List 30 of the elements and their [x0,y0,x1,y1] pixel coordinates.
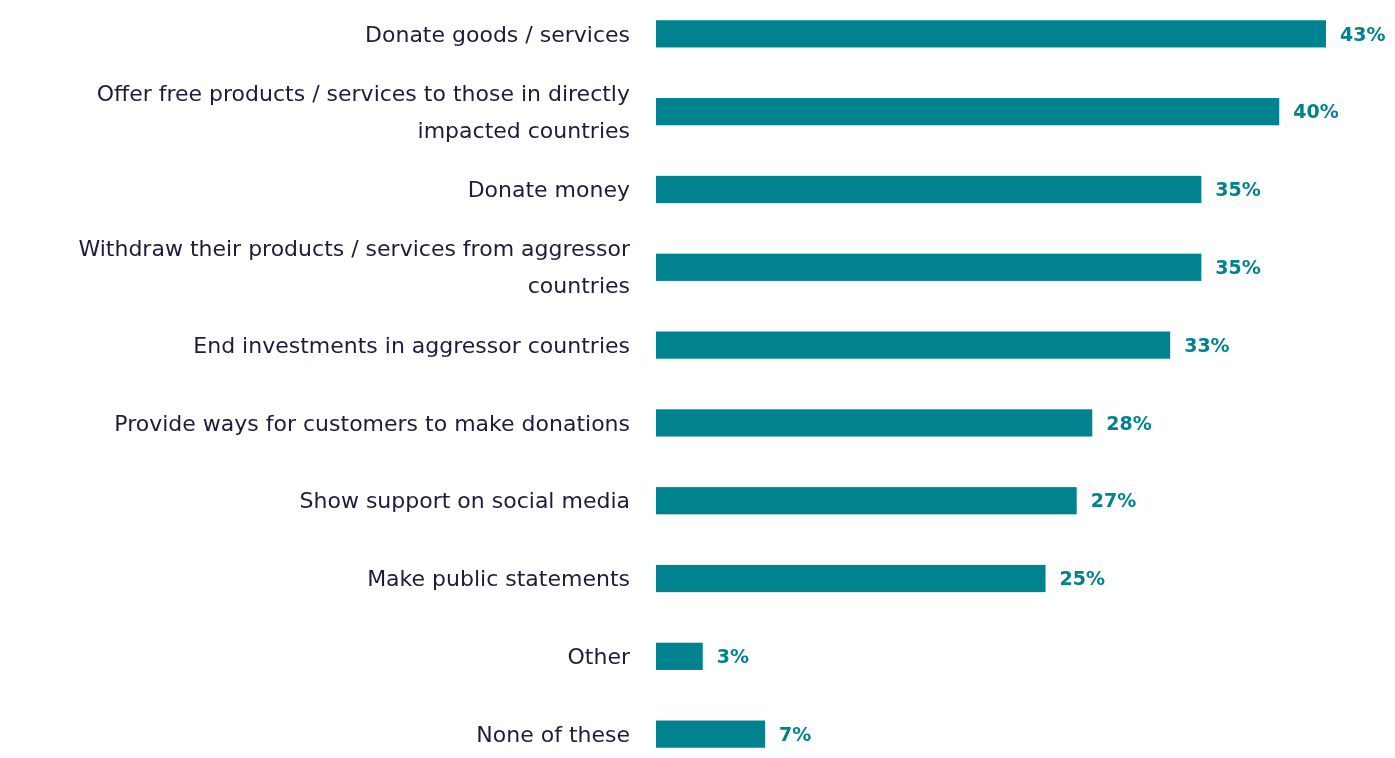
data-label: 43% [1340,22,1386,45]
y-tick-label: Other [567,644,631,670]
data-label: 7% [779,722,812,745]
bar [656,175,1202,204]
bar [656,642,703,670]
data-label: 27% [1090,489,1137,512]
bar [656,487,1077,515]
bar [656,331,1171,359]
bar [656,409,1093,437]
y-tick-label: Make public statements [367,566,630,592]
y-tick-label: Donate money [467,177,630,203]
data-label: 33% [1184,333,1230,356]
bar [656,564,1046,593]
bar [656,720,766,748]
y-tick-label: Provide ways for customers to make donations [114,410,630,436]
data-label: 3% [716,644,750,667]
data-label: 28% [1106,411,1152,434]
y-tick-label: Offer free products / services to those in directly impacted countries [96,80,630,143]
y-tick-label: Withdraw their products / services from aggressor countries [78,236,631,299]
bar [656,20,1326,48]
data-label: 35% [1215,178,1261,201]
y-tick-label: Donate goods / services [365,21,630,47]
bar [656,98,1280,126]
data-label: 25% [1059,567,1106,590]
data-label: 40% [1293,100,1339,123]
data-label: 35% [1215,255,1261,278]
y-tick-label: Show support on social media [299,488,630,514]
bar [656,253,1202,281]
y-tick-label: None of these [476,721,630,747]
y-tick-label: End investments in aggressor countries [193,332,630,358]
